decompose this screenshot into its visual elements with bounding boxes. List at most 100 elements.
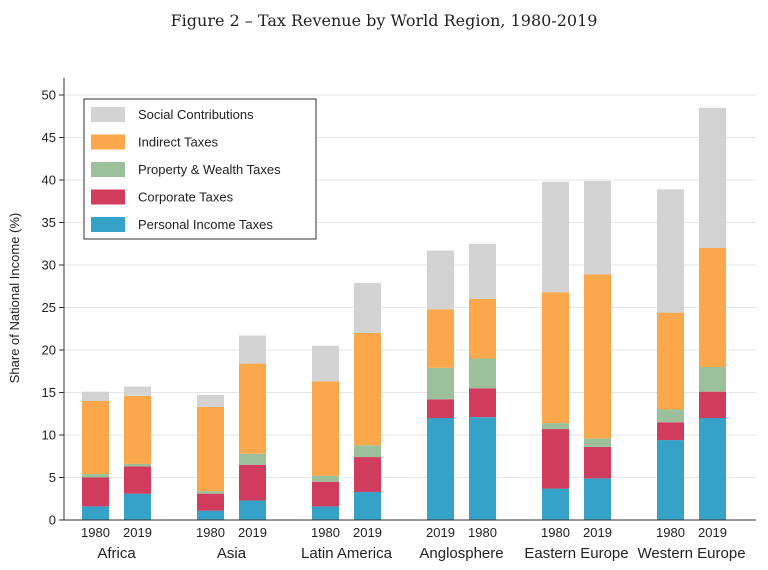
bar-segment xyxy=(427,418,454,520)
y-tick-labels: 0 5 10 15 20 25 30 35 40 45 50 xyxy=(42,88,64,528)
chart-title: Figure 2 – Tax Revenue by World Region, … xyxy=(171,11,598,30)
bar-segment xyxy=(584,478,611,520)
bar-segment xyxy=(354,457,381,492)
bar-segment xyxy=(239,464,266,501)
bar-segment xyxy=(542,488,569,520)
bar-segment xyxy=(124,463,151,467)
legend: Social Contributions Indirect Taxes Proper… xyxy=(83,98,317,240)
x-tick-label: 1980 xyxy=(656,525,685,540)
y-tick-label: 0 xyxy=(49,513,56,528)
bar-segment xyxy=(542,423,569,430)
legend-swatch xyxy=(91,162,125,177)
legend-swatch xyxy=(91,189,125,205)
bar-segment xyxy=(657,440,684,520)
legend-swatch xyxy=(91,107,125,122)
x-tick-labels: 1980 2019 1980 2019 1980 2019 2019 1980 1980 2019… xyxy=(81,525,727,540)
y-axis-label: Share of National Income (%) xyxy=(7,213,22,384)
bar-segment xyxy=(82,477,109,507)
group-label: Anglosphere xyxy=(419,545,503,562)
bar-segment xyxy=(469,388,496,418)
bar-segment xyxy=(469,299,496,359)
bar-segment xyxy=(657,409,684,423)
bar-segment xyxy=(354,491,381,520)
bar-segment xyxy=(197,491,224,494)
bar-segment xyxy=(584,438,611,447)
y-tick-label: 20 xyxy=(42,343,56,358)
bar-segment xyxy=(542,292,569,424)
bar-segment xyxy=(82,391,109,401)
legend-label: Indirect Taxes xyxy=(138,135,218,150)
bar-segment xyxy=(584,446,611,479)
bar-segment xyxy=(312,475,339,482)
x-tick-label: 2019 xyxy=(123,525,152,540)
bar-segment xyxy=(657,189,684,313)
bar-segment xyxy=(124,466,151,494)
y-tick-label: 15 xyxy=(42,385,56,400)
y-tick-label: 35 xyxy=(42,215,56,230)
bar-segment xyxy=(427,399,454,418)
bar-segment xyxy=(657,312,684,410)
bar-segment xyxy=(312,381,339,476)
bar-segment xyxy=(427,367,454,400)
bar-segment xyxy=(124,395,151,464)
bar-segment xyxy=(354,445,381,458)
bars xyxy=(82,107,726,520)
y-tick-label: 30 xyxy=(42,258,56,273)
bar-segment xyxy=(82,401,109,475)
bar-segment xyxy=(354,282,381,333)
bar-segment xyxy=(197,493,224,511)
axes xyxy=(63,78,756,521)
bar-segment xyxy=(469,358,496,389)
bar-segment xyxy=(239,335,266,364)
bar-segment xyxy=(82,474,109,478)
bar-segment xyxy=(312,481,339,507)
bar-segment xyxy=(427,309,454,368)
legend-swatch xyxy=(91,217,125,232)
bar-segment xyxy=(82,506,109,520)
bar-segment xyxy=(124,386,151,396)
legend-swatch xyxy=(91,134,125,150)
group-label: Western Europe xyxy=(637,545,745,562)
bar-segment xyxy=(197,395,224,407)
x-tick-label: 2019 xyxy=(698,525,727,540)
bar-segment xyxy=(699,367,726,392)
y-tick-label: 25 xyxy=(42,300,56,315)
bar-segment xyxy=(699,418,726,520)
y-tick-label: 40 xyxy=(42,173,56,188)
group-label: Latin America xyxy=(301,545,393,562)
legend-label: Corporate Taxes xyxy=(138,190,234,205)
bar-segment xyxy=(542,429,569,489)
group-label: Africa xyxy=(97,545,136,562)
bar-segment xyxy=(542,181,569,293)
y-tick-label: 5 xyxy=(49,470,56,485)
bar-segment xyxy=(657,422,684,441)
y-tick-label: 45 xyxy=(42,130,56,145)
x-tick-label: 1980 xyxy=(311,525,340,540)
bar-segment xyxy=(469,243,496,299)
bar-segment xyxy=(584,274,611,439)
x-tick-label: 2019 xyxy=(426,525,455,540)
x-tick-label: 2019 xyxy=(583,525,612,540)
bar-segment xyxy=(584,180,611,275)
legend-label: Personal Income Taxes xyxy=(138,217,273,232)
x-tick-label: 1980 xyxy=(468,525,497,540)
bar-segment xyxy=(239,500,266,520)
x-tick-label: 1980 xyxy=(196,525,225,540)
group-label: Asia xyxy=(217,545,247,562)
group-label: Eastern Europe xyxy=(524,545,628,562)
legend-label: Social Contributions xyxy=(138,107,254,122)
bar-segment xyxy=(197,406,224,492)
bar-segment xyxy=(312,506,339,520)
x-tick-label: 1980 xyxy=(81,525,110,540)
bar-segment xyxy=(197,510,224,520)
bar-segment xyxy=(699,107,726,248)
y-tick-label: 50 xyxy=(42,88,56,103)
bar-segment xyxy=(312,345,339,382)
x-tick-label: 2019 xyxy=(353,525,382,540)
legend-label: Property & Wealth Taxes xyxy=(138,162,281,177)
x-tick-label: 1980 xyxy=(541,525,570,540)
y-tick-label: 10 xyxy=(42,428,56,443)
bar-segment xyxy=(239,453,266,465)
